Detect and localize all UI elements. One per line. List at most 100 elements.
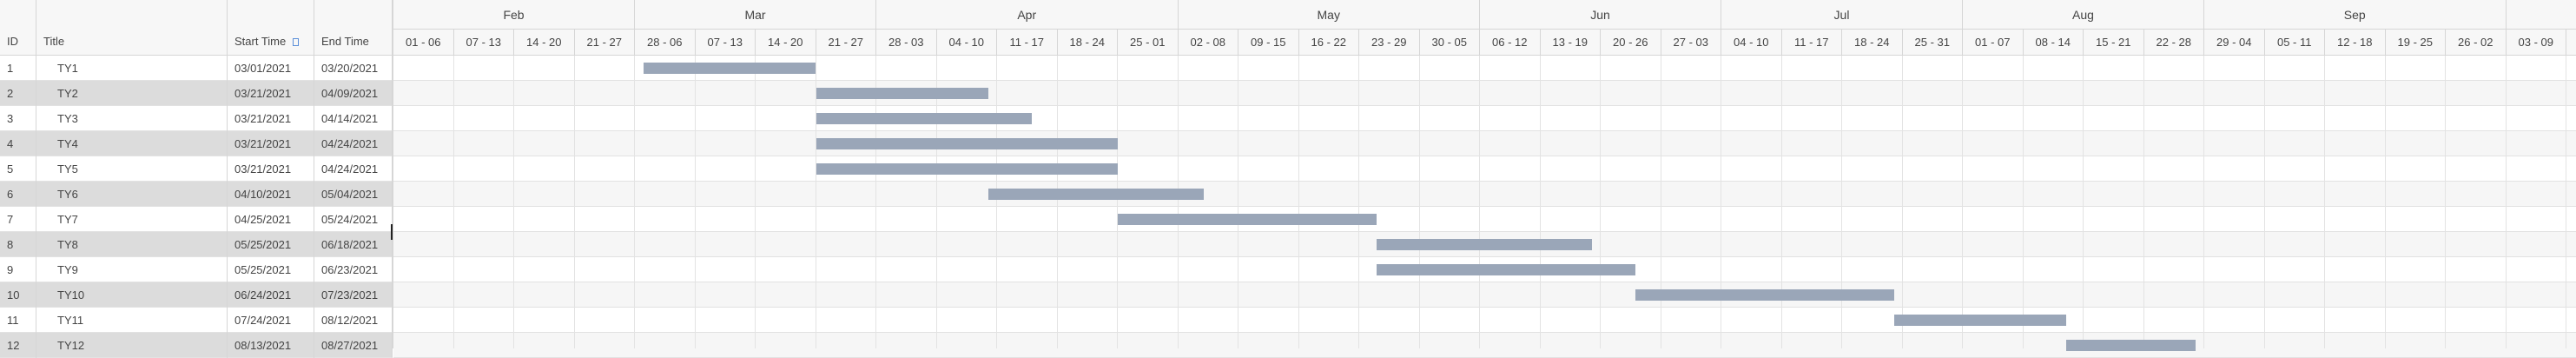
table-row[interactable]: 12 TY12 08/13/2021 08/27/2021: [0, 333, 393, 358]
row-start-time: 07/24/2021: [228, 308, 314, 333]
timeline-row: [393, 182, 2576, 207]
grid-splitter-handle[interactable]: [391, 224, 393, 240]
task-bar[interactable]: [816, 113, 1032, 124]
task-bar[interactable]: [1893, 315, 2067, 326]
week-header-cell: 01 - 06: [393, 30, 454, 56]
table-row[interactable]: 2 TY2 03/21/2021 04/09/2021: [0, 81, 393, 106]
week-gridline: [935, 56, 937, 348]
row-id: 6: [0, 182, 36, 207]
week-header-cell: 18 - 24: [1842, 30, 1903, 56]
table-row[interactable]: 4 TY4 03/21/2021 04/24/2021: [0, 131, 393, 156]
task-bar[interactable]: [1635, 289, 1894, 301]
sort-icon[interactable]: [293, 38, 300, 46]
week-gridline: [1117, 56, 1118, 348]
row-start-time: 06/24/2021: [228, 282, 314, 308]
week-header-cell: 16 - 22: [1299, 30, 1359, 56]
table-row[interactable]: 11 TY11 07/24/2021 08/12/2021: [0, 308, 393, 333]
row-id: 4: [0, 131, 36, 156]
week-gridline: [1841, 56, 1842, 348]
week-gridline: [755, 56, 756, 348]
month-header-cell: May: [1179, 0, 1480, 30]
timeline-row: [393, 81, 2576, 106]
row-id: 8: [0, 232, 36, 257]
week-header-cell: 28 - 06: [635, 30, 696, 56]
task-bar[interactable]: [643, 63, 816, 74]
week-header-cell: 04 - 10: [1721, 30, 1782, 56]
row-id: 7: [0, 207, 36, 232]
row-start-time: 03/21/2021: [228, 131, 314, 156]
week-gridline: [1418, 56, 1420, 348]
table-row[interactable]: 1 TY1 03/01/2021 03/20/2021: [0, 56, 393, 81]
task-bar[interactable]: [816, 138, 1118, 149]
task-bar[interactable]: [1376, 264, 1635, 275]
row-id: 9: [0, 257, 36, 282]
task-bar[interactable]: [1376, 239, 1593, 250]
column-header-title[interactable]: Title: [36, 0, 228, 56]
table-row[interactable]: 9 TY9 05/25/2021 06/23/2021: [0, 257, 393, 282]
month-header-cell: Mar: [635, 0, 876, 30]
week-header-cell: 30 - 05: [1420, 30, 1480, 56]
table-row[interactable]: 10 TY10 06/24/2021 07/23/2021: [0, 282, 393, 308]
week-gridline: [1479, 56, 1480, 348]
week-gridline: [1901, 56, 1903, 348]
week-header-cell: 25 - 01: [1118, 30, 1179, 56]
row-title: TY8: [36, 232, 228, 257]
week-gridline: [694, 56, 696, 348]
table-row[interactable]: 7 TY7 04/25/2021 05/24/2021: [0, 207, 393, 232]
month-header-cell: Apr: [876, 0, 1179, 30]
task-bar[interactable]: [1118, 214, 1377, 225]
week-gridline: [2083, 56, 2084, 348]
week-gridline: [2263, 56, 2265, 348]
week-header-cell: 14 - 20: [756, 30, 816, 56]
timeline-row: [393, 106, 2576, 131]
row-end-time: 05/04/2021: [314, 182, 393, 207]
column-header-end-time[interactable]: End Time: [314, 0, 393, 56]
gantt-timeline: Feb Mar Apr May Jun Jul Aug Sep 01 - 06 07 - 13 1…: [393, 0, 2576, 358]
week-gridline: [1056, 56, 1058, 348]
table-row[interactable]: 3 TY3 03/21/2021 04/14/2021: [0, 106, 393, 131]
row-end-time: 04/24/2021: [314, 131, 393, 156]
task-bar[interactable]: [988, 189, 1205, 200]
column-header-id[interactable]: ID: [0, 0, 36, 56]
week-gridline: [2384, 56, 2386, 348]
row-end-time: 08/27/2021: [314, 333, 393, 358]
row-start-time: 03/21/2021: [228, 81, 314, 106]
row-end-time: 06/23/2021: [314, 257, 393, 282]
row-start-time: 05/25/2021: [228, 257, 314, 282]
table-row[interactable]: 8 TY8 05/25/2021 06/18/2021: [0, 232, 393, 257]
row-start-time: 03/01/2021: [228, 56, 314, 81]
week-header-cell: 19 - 25: [2386, 30, 2446, 56]
column-header-start-time[interactable]: Start Time: [228, 0, 314, 56]
row-end-time: 06/18/2021: [314, 232, 393, 257]
week-header-cell: 03 - 09: [2507, 30, 2566, 56]
table-row[interactable]: 5 TY5 03/21/2021 04/24/2021: [0, 156, 393, 182]
week-gridline: [1177, 56, 1179, 348]
week-header-cell: 01 - 07: [1963, 30, 2024, 56]
month-header-cell: Aug: [1963, 0, 2204, 30]
week-header-cell: 22 - 28: [2144, 30, 2204, 56]
task-bar[interactable]: [816, 88, 989, 99]
task-bar[interactable]: [816, 163, 1118, 175]
row-title: TY7: [36, 207, 228, 232]
week-header-cell: 08 - 14: [2024, 30, 2084, 56]
week-gridline: [2445, 56, 2446, 348]
grid-header: ID Title Start Time End Time: [0, 0, 393, 56]
table-row[interactable]: 6 TY6 04/10/2021 05/04/2021: [0, 182, 393, 207]
week-gridline: [875, 56, 876, 348]
task-bar[interactable]: [2066, 340, 2196, 351]
week-header-cell: 23 - 29: [1359, 30, 1420, 56]
week-header-cell: 12 - 18: [2325, 30, 2386, 56]
week-gridline: [452, 56, 454, 348]
row-end-time: 03/20/2021: [314, 56, 393, 81]
week-gridline: [1358, 56, 1359, 348]
row-id: 5: [0, 156, 36, 182]
month-header-cell: Jul: [1721, 0, 1963, 30]
week-gridline: [1539, 56, 1541, 348]
week-header-cell: 20 - 26: [1601, 30, 1661, 56]
week-header-cell: 11 - 17: [1782, 30, 1842, 56]
week-gridline: [2143, 56, 2144, 348]
week-header-cell: 07 - 13: [696, 30, 756, 56]
week-header-cell: 02 - 08: [1179, 30, 1238, 56]
week-gridline: [2505, 56, 2507, 348]
row-end-time: 04/14/2021: [314, 106, 393, 131]
